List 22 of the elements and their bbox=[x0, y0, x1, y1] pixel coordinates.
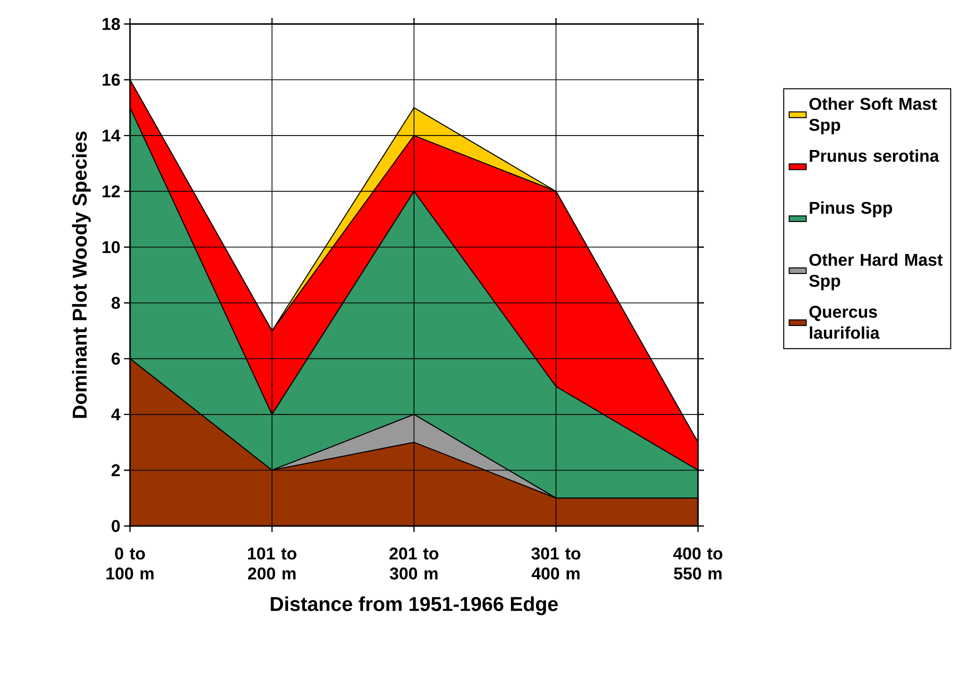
y-tick-label: 0 bbox=[112, 520, 120, 532]
y-tick-label: 6 bbox=[112, 352, 120, 365]
x-tick-label: 101 to 200 m bbox=[248, 548, 296, 580]
y-tick-label: 12 bbox=[102, 185, 120, 198]
y-tick-label: 14 bbox=[102, 130, 120, 142]
legend-label: Pinus Spp bbox=[810, 201, 892, 218]
legend-label: Prunus serotina bbox=[810, 149, 940, 162]
legend-label: Quercus laurifolia bbox=[809, 306, 880, 339]
legend-label: Other Hard Mast Spp bbox=[809, 253, 943, 290]
y-tick-label: 10 bbox=[102, 241, 120, 254]
x-axis-title: Distance from 1951-1966 Edge bbox=[270, 596, 558, 616]
y-tick-label: 16 bbox=[102, 74, 120, 86]
x-tick-label: 201 to 300 m bbox=[390, 548, 438, 580]
y-tick-label: 2 bbox=[112, 464, 120, 476]
y-tick-label: 18 bbox=[102, 18, 120, 30]
legend-label: Other Soft Mast Spp bbox=[809, 97, 937, 134]
x-tick-label: 301 to 400 m bbox=[531, 548, 580, 580]
y-tick-label: 4 bbox=[111, 408, 120, 420]
y-axis-title: Dominant Plot Woody Species bbox=[72, 132, 91, 418]
y-tick-label: 8 bbox=[112, 296, 120, 309]
x-tick-label: 0 to 100 m bbox=[106, 548, 154, 580]
x-tick-label: 400 to 550 m bbox=[673, 548, 722, 580]
